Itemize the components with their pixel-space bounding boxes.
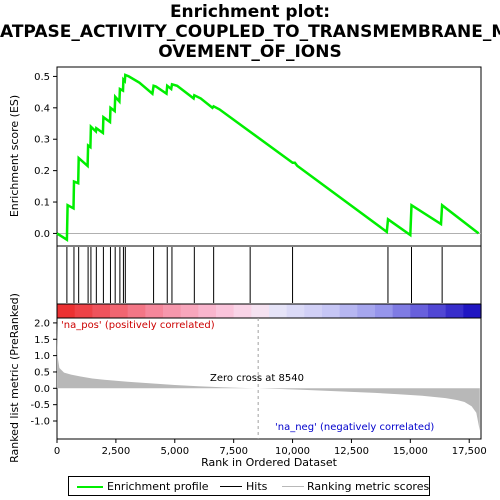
heat-bar-segment: [233, 304, 252, 318]
positive-correlation-label: 'na_pos' (positively correlated): [61, 320, 215, 331]
es-y-tick-label: 0.5: [34, 72, 50, 83]
heat-bar-segment: [216, 304, 235, 318]
x-tick-label: 7,500: [219, 446, 248, 457]
es-y-tick-label: 0.1: [34, 198, 50, 209]
ranking-heat-bar: [57, 304, 482, 318]
metric-y-ticks: -1.0 -0.5 0.0 0.5 1.0 1.5 2.0: [30, 318, 57, 428]
x-axis-label: Rank in Ordered Dataset: [201, 456, 338, 469]
es-y-tick-label: 0.4: [34, 103, 50, 114]
metric-y-axis-label: Ranked list metric (PreRanked): [8, 293, 21, 463]
heat-bar-segment: [57, 304, 76, 318]
x-tick-label: 2,500: [102, 446, 131, 457]
heat-bar-segment: [286, 304, 305, 318]
heat-bar-segment: [357, 304, 376, 318]
x-tick-label: 0: [54, 446, 60, 457]
legend-es-swatch: [77, 486, 103, 488]
heat-bar-segment: [251, 304, 270, 318]
x-tick-label: 5,000: [160, 446, 189, 457]
legend-metric-swatch: [282, 486, 304, 487]
metric-y-tick-label: 2.0: [34, 318, 50, 329]
heat-bar-segment: [375, 304, 394, 318]
heat-bar-segment: [445, 304, 464, 318]
heat-bar-segment: [392, 304, 411, 318]
heat-bar-segment: [127, 304, 146, 318]
enrichment-profile-line: [56, 73, 480, 242]
x-tick-label: 15,000: [393, 446, 428, 457]
heat-bar-segment: [304, 304, 323, 318]
chart-title-line-1: Enrichment plot:: [169, 2, 331, 22]
x-tick-label: 10,000: [275, 446, 310, 457]
heat-bar-segment: [92, 304, 111, 318]
x-tick-label: 17,500: [452, 446, 487, 457]
zero-cross-label: Zero cross at 8540: [210, 373, 304, 384]
legend-es-label: Enrichment profile: [107, 480, 209, 493]
heat-bar-segment: [269, 304, 288, 318]
enrichment-plot: 0.0 0.1 0.2 0.3 0.4 0.5 Enrichment score (ES)…: [8, 66, 487, 469]
legend-hits-swatch: [220, 486, 242, 487]
heat-bar-segment: [74, 304, 93, 318]
heat-bar-segment: [322, 304, 341, 318]
heat-bar-segment: [163, 304, 182, 318]
heat-bar-segment: [339, 304, 358, 318]
metric-y-tick-label: 1.5: [34, 335, 50, 346]
heat-bar-segment: [428, 304, 447, 318]
negative-correlation-label: 'na_neg' (negatively correlated): [275, 422, 434, 433]
metric-y-tick-label: 0.5: [34, 367, 50, 378]
legend: Enrichment profile Hits Ranking metric s…: [68, 476, 430, 496]
heat-bar-segment: [180, 304, 199, 318]
metric-y-tick-label: -1.0: [30, 417, 50, 428]
legend-hits-label: Hits: [246, 480, 268, 493]
es-y-tick-label: 0.3: [34, 135, 50, 146]
heat-bar-segment: [198, 304, 217, 318]
metric-y-tick-label: 1.0: [34, 351, 50, 362]
es-y-axis-label: Enrichment score (ES): [8, 95, 21, 217]
es-y-ticks: 0.0 0.1 0.2 0.3 0.4 0.5: [34, 72, 57, 240]
hits-markers: [66, 247, 443, 303]
metric-panel-frame: [56, 317, 482, 440]
heat-bar-segment: [410, 304, 429, 318]
metric-y-tick-label: -0.5: [30, 400, 50, 411]
chart-title-line-3: OVEMENT_OF_IONS: [158, 42, 342, 62]
es-y-tick-label: 0.2: [34, 166, 50, 177]
heat-bar-segment: [145, 304, 164, 318]
x-ticks: 0 2,500 5,000 7,500 10,000 12,500 15,000 17,500: [54, 439, 487, 457]
legend-metric-label: Ranking metric scores: [307, 480, 430, 493]
x-tick-label: 12,500: [334, 446, 369, 457]
hits-panel-frame: [56, 245, 482, 305]
metric-y-tick-label: 0.0: [34, 384, 50, 395]
chart-title-line-2: ATPASE_ACTIVITY_COUPLED_TO_TRANSMEMBRANE…: [0, 22, 500, 42]
es-y-tick-label: 0.0: [34, 229, 50, 240]
heat-bar-segment: [110, 304, 129, 318]
heat-bar-segment: [463, 304, 482, 318]
